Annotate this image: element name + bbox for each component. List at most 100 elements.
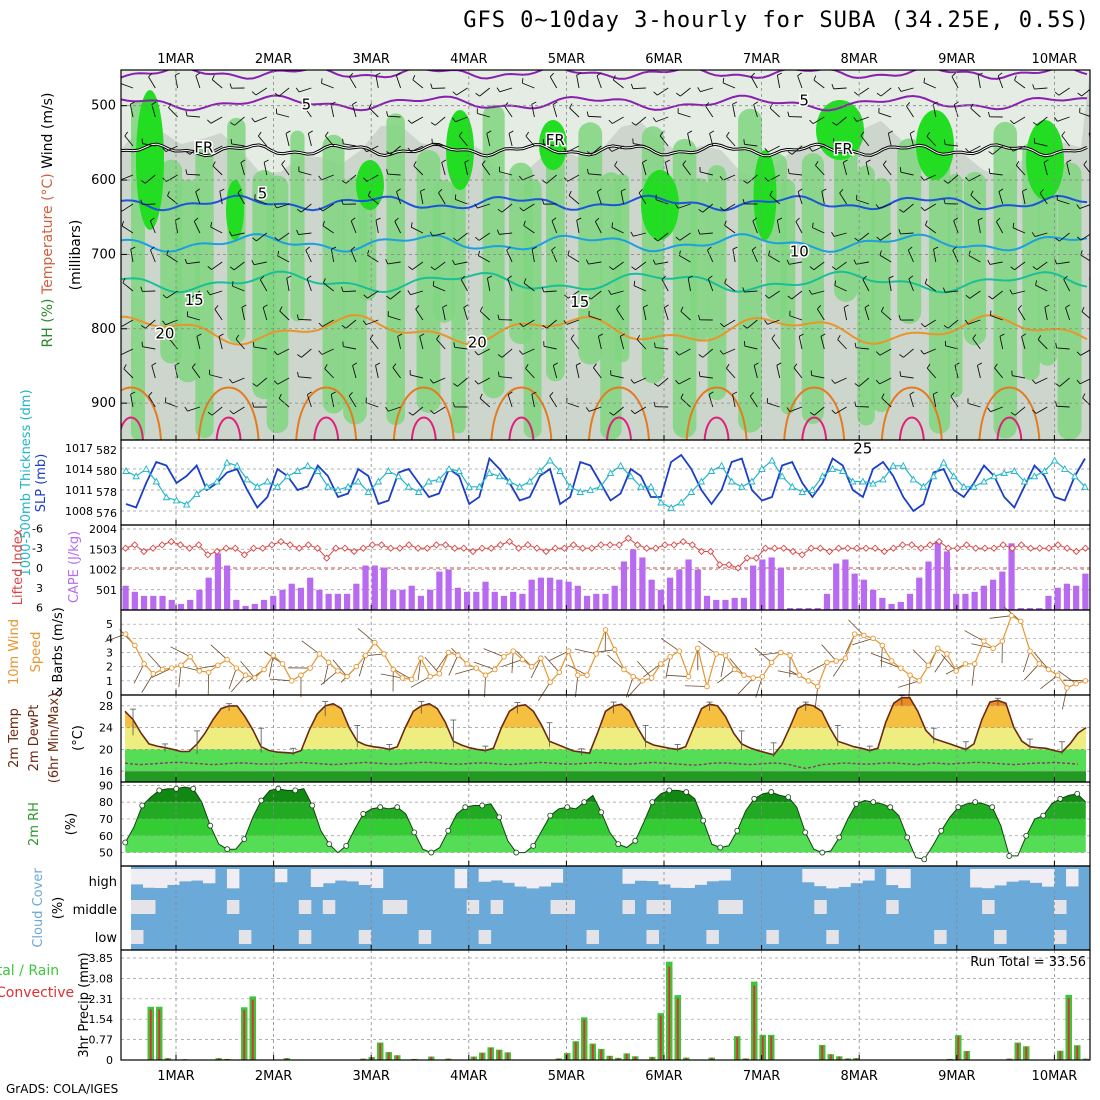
- wind-barb: [420, 191, 424, 205]
- rh-point: [513, 849, 520, 856]
- wind-barb-flag: [140, 325, 146, 329]
- wind-barb-flag: [977, 217, 983, 221]
- wind-speed-point: [501, 654, 507, 660]
- y-axis-title-pressure: (millibars): [68, 220, 84, 291]
- wind-barb-flag: [367, 190, 371, 196]
- wind-barb: [300, 203, 312, 213]
- wind-barb-flag: [898, 229, 901, 235]
- wind-barb: [678, 348, 691, 356]
- precip-convective-bar: [566, 1053, 569, 1060]
- wind-barb: [129, 104, 134, 118]
- li-point: [451, 544, 459, 552]
- wind-barb: [768, 255, 780, 263]
- wind-barb-flag: [308, 130, 313, 134]
- cape-bar: [399, 589, 406, 610]
- wind-barb-flag: [965, 148, 970, 153]
- wind-barb-flag: [687, 275, 693, 279]
- wind-barb: [947, 319, 959, 329]
- precip-convective-bar: [668, 966, 671, 1060]
- wind-barb: [231, 232, 245, 237]
- rh-saturated-band: [816, 100, 864, 160]
- li-point: [862, 544, 870, 552]
- y-tick-label-rh: 80: [99, 796, 113, 809]
- wind-barb: [657, 232, 669, 242]
- cloud-gap-high: [970, 869, 983, 888]
- wind-barb: [576, 220, 580, 234]
- wind-barb-flag: [1044, 304, 1050, 308]
- wind-barb-flag: [653, 401, 656, 407]
- thickness-point: [374, 477, 383, 485]
- thickness-point: [970, 482, 978, 490]
- wind-barb: [1012, 375, 1026, 379]
- precip-convective-bar: [583, 1019, 586, 1060]
- wind-barb-flag: [453, 383, 458, 387]
- wind-barb-flag: [429, 378, 434, 384]
- wind-barb-flag: [808, 147, 813, 152]
- wind-barb: [1036, 116, 1048, 126]
- thickness-point: [394, 472, 403, 480]
- wind-barb: [307, 133, 312, 147]
- wind-barb: [722, 82, 736, 89]
- wind-speed-point: [464, 661, 470, 667]
- wind-barb-flag: [638, 188, 643, 194]
- wind-speed-point: [169, 665, 175, 671]
- cloud-gap-high: [886, 869, 899, 886]
- wind-barb-flag: [150, 217, 155, 222]
- thickness-point: [859, 477, 867, 485]
- wind-barb-flag: [865, 159, 871, 163]
- wind-barb: [375, 75, 379, 89]
- wind-barb: [499, 87, 513, 93]
- wind-barb: [330, 394, 335, 408]
- wind-barb-flag: [616, 305, 621, 310]
- wind-barb-flag: [908, 246, 913, 251]
- wind-barb: [887, 133, 892, 147]
- wind-barb-flag: [487, 275, 493, 279]
- wind-barb-10m: [934, 653, 948, 673]
- wind-barb: [262, 307, 268, 321]
- wind-barb-flag: [1032, 266, 1038, 270]
- wind-barb: [588, 315, 602, 321]
- wind-barb: [923, 82, 936, 89]
- cape-bar: [242, 605, 249, 610]
- thickness-point: [960, 482, 968, 490]
- wind-barb: [990, 406, 1003, 413]
- wind-barb: [195, 75, 201, 89]
- day-label-top: 3MAR: [352, 52, 389, 67]
- cloud-gap-high: [982, 869, 995, 889]
- wind-barb-flag: [430, 122, 436, 126]
- wind-barb-flag: [675, 351, 680, 356]
- wind-speed-point: [427, 673, 433, 680]
- wind-barb-flag: [611, 222, 614, 228]
- wind-speed-point: [528, 663, 535, 670]
- y-axis-title-wind: & Barbs (m/s): [51, 607, 66, 697]
- wind-barb-flag: [909, 391, 915, 395]
- wind-barb: [1056, 405, 1070, 408]
- cape-bar: [279, 589, 286, 610]
- wind-barb-flag: [508, 130, 514, 134]
- temp-band-fill: [125, 705, 1086, 728]
- cape-bar: [491, 591, 498, 610]
- precip-convective-bar: [158, 1009, 161, 1060]
- wind-barb: [412, 79, 424, 89]
- cape-bar: [445, 569, 452, 610]
- wind-barb-flag: [951, 72, 956, 77]
- wind-barb-flag: [997, 72, 1003, 77]
- cape-bar: [1026, 607, 1034, 610]
- wind-barb-flag: [620, 333, 625, 337]
- wind-barb: [233, 261, 245, 271]
- wind-barb-10m: [1058, 670, 1077, 684]
- day-label-top: 10MAR: [1032, 52, 1078, 67]
- wind-speed-point: [538, 655, 544, 661]
- thickness-point: [303, 461, 312, 469]
- cape-bar: [611, 585, 618, 610]
- rh-moist-band: [780, 179, 796, 415]
- thickness-point: [778, 472, 786, 480]
- rh-moist-band: [386, 113, 405, 426]
- wind-barb-flag: [151, 101, 157, 105]
- wind-barb: [952, 249, 959, 263]
- day-label-top: 4MAR: [450, 52, 487, 67]
- wind-barb: [747, 319, 758, 329]
- wind-barb: [552, 365, 558, 379]
- wind-barb: [857, 87, 870, 96]
- wind-barb-flag: [341, 180, 347, 184]
